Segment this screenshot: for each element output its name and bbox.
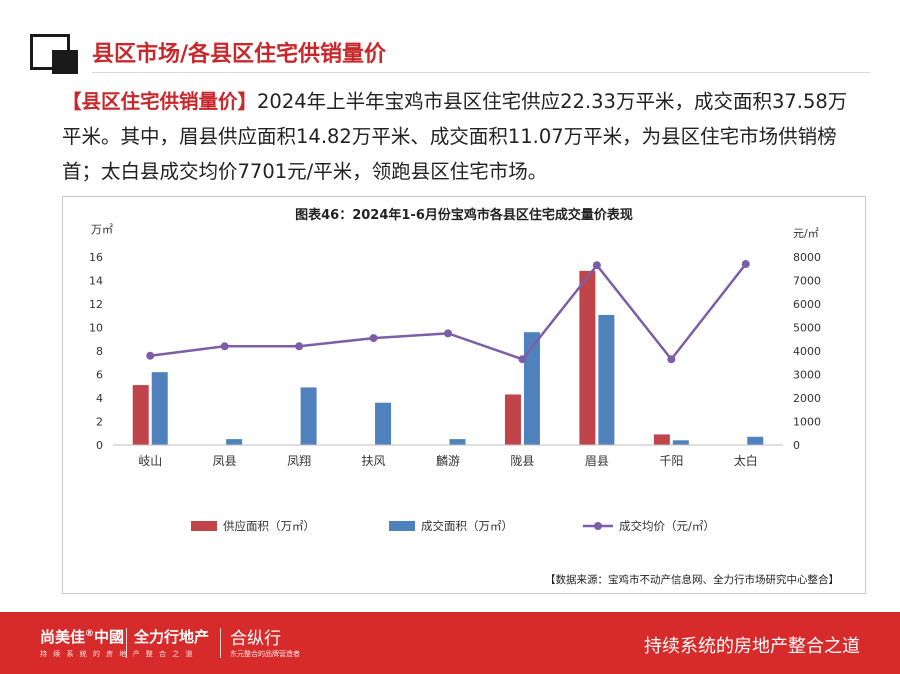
bar-deal-3 — [375, 402, 392, 445]
y-left-tick-label: 10 — [89, 322, 103, 335]
intro-tag: 【县区住宅供销量价】 — [62, 90, 258, 113]
footer-separator — [220, 628, 221, 658]
price-point-1 — [220, 342, 229, 351]
y-left-tick-label: 16 — [89, 251, 103, 264]
x-tick-label: 岐山 — [138, 454, 162, 468]
bar-deal-7 — [672, 440, 689, 445]
bar-supply-0 — [132, 385, 149, 445]
price-point-7 — [667, 355, 676, 364]
y-right-tick-label: 2000 — [793, 392, 821, 405]
price-point-4 — [444, 329, 452, 338]
x-tick-label: 太白 — [734, 453, 758, 468]
y-right-tick-label: 6000 — [793, 298, 821, 311]
y-left-tick-label: 12 — [89, 298, 103, 311]
footer-bar: 尚美佳®中國 持 续 系 统 的 房 地 产 整 合 之 道 全力行地产 合纵行… — [0, 612, 900, 674]
bar-supply-5 — [504, 394, 521, 445]
y-left-tick-label: 8 — [96, 345, 103, 358]
legend-marker — [594, 522, 602, 530]
y-left-tick-label: 14 — [89, 275, 103, 288]
bar-deal-0 — [151, 372, 168, 445]
header-icon — [30, 34, 82, 74]
bar-supply-6 — [579, 270, 596, 445]
y-right-tick-label: 5000 — [793, 322, 821, 335]
x-tick-label: 眉县 — [585, 454, 609, 468]
footer-logo-hezongxing: 合纵行 — [230, 629, 281, 649]
bar-deal-1 — [226, 439, 243, 445]
y-left-unit: 万㎡ — [91, 223, 113, 236]
price-point-8 — [741, 260, 750, 269]
bar-deal-2 — [300, 387, 317, 445]
bar-deal-6 — [598, 314, 615, 445]
chart-container: 图表46：2024年1-6月份宝鸡市各县区住宅成交量价表现万㎡ 元/㎡ 0 2 4 6 8 1… — [62, 196, 866, 594]
price-point-5 — [518, 355, 527, 364]
x-tick-label: 凤翔 — [287, 454, 311, 468]
y-right-tick-label: 0 — [793, 439, 800, 452]
y-right-unit: 元/㎡ — [793, 227, 819, 240]
price-point-2 — [295, 342, 304, 351]
y-left-tick-label: 2 — [96, 416, 103, 429]
x-tick-label: 千阳 — [659, 454, 683, 468]
y-right-tick-label: 8000 — [793, 251, 821, 264]
chart-title: 图表46：2024年1-6月份宝鸡市各县区住宅成交量价表现 — [295, 207, 633, 223]
legend-label: 成交面积（万㎡） — [421, 519, 513, 533]
footer-separator — [126, 628, 127, 658]
x-tick-label: 陇县 — [510, 453, 534, 468]
y-right-tick-label: 7000 — [793, 275, 821, 288]
x-tick-label: 麟游 — [436, 453, 460, 468]
price-point-3 — [369, 334, 378, 343]
legend-swatch — [191, 521, 217, 531]
y-right-tick-label: 3000 — [793, 369, 821, 382]
footer-logo-shangmeijia-sub: 持 续 系 统 的 房 地 产 整 合 之 道 — [40, 650, 195, 658]
y-left-tick-label: 0 — [96, 439, 103, 452]
footer-logo-quanlixing: 全力行地产 — [134, 628, 210, 646]
price-point-6 — [592, 261, 601, 270]
bar-deal-8 — [747, 436, 764, 445]
y-left-tick-label: 6 — [96, 369, 103, 382]
price-line — [150, 263, 747, 362]
footer-slogan: 持续系统的房地产整合之道 — [644, 636, 860, 657]
intro-paragraph: 【县区住宅供销量价】2024年上半年宝鸡市县区住宅供应22.33万平米，成交面积… — [62, 84, 862, 189]
bar-deal-5 — [523, 332, 540, 445]
bar-supply-7 — [653, 434, 670, 445]
y-right-tick-label: 1000 — [793, 416, 821, 429]
footer-logo-hezongxing-sub: 东元整合的品牌营造者 — [230, 650, 300, 658]
price-point-0 — [146, 351, 155, 360]
y-right-tick-label: 4000 — [793, 345, 821, 358]
legend-swatch — [389, 521, 415, 531]
title-divider — [92, 72, 870, 73]
bar-deal-4 — [449, 439, 466, 445]
chart-source: 【数据来源：宝鸡市不动产信息网、全力行市场研究中心整合】 — [545, 573, 839, 586]
page-title: 县区市场/各县区住宅供销量价 — [92, 42, 387, 67]
footer-logo-shangmeijia: 尚美佳®中國 — [40, 628, 125, 646]
intro-text: 2024年上半年宝鸡市县区住宅供应22.33万平米，成交面积37.58万平米。其… — [62, 90, 848, 183]
x-tick-label: 扶风 — [362, 453, 386, 468]
legend-label: 成交均价（元/㎡） — [619, 519, 715, 533]
x-tick-label: 凤县 — [213, 454, 237, 468]
y-left-tick-label: 4 — [96, 392, 103, 405]
legend-label: 供应面积（万㎡） — [223, 519, 315, 533]
